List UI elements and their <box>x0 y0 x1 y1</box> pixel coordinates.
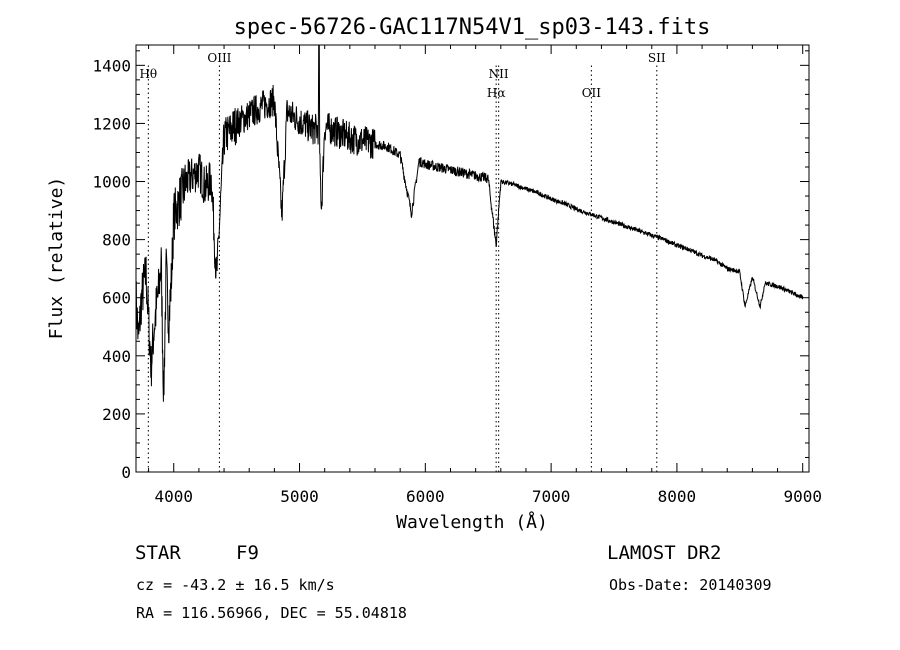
x-tick-label: 6000 <box>406 487 445 506</box>
axis-ticks: 4000 5000 6000 7000 8000 9000 0 200 400 600 800 100… <box>92 45 822 506</box>
coordinates: RA = 116.56966, DEC = 55.04818 <box>136 604 407 622</box>
redshift-info: cz = -43.2 ± 16.5 km/s <box>136 576 335 594</box>
x-tick-label: 5000 <box>280 487 319 506</box>
y-axis-label: Flux (relative) <box>46 177 67 340</box>
x-tick-label: 8000 <box>658 487 697 506</box>
observation-date: Obs-Date: 20140309 <box>609 576 772 594</box>
spectrum-line <box>135 44 804 402</box>
spectral-line-label: Hθ <box>139 67 157 81</box>
y-tick-label: 1400 <box>92 56 131 75</box>
y-tick-label: 600 <box>102 289 131 308</box>
spectral-line-label: NII <box>489 67 509 81</box>
y-tick-label: 800 <box>102 231 131 250</box>
object-class: STAR <box>135 542 181 564</box>
x-axis-label: Wavelength (Å) <box>396 511 548 533</box>
spectral-subclass: F9 <box>236 542 259 564</box>
x-tick-label: 9000 <box>783 487 822 506</box>
spectral-line-label: Hα <box>487 86 506 100</box>
spectral-line-label: OIII <box>207 51 231 65</box>
y-tick-label: 1200 <box>92 114 131 133</box>
y-tick-label: 200 <box>102 405 131 424</box>
y-tick-label: 1000 <box>92 173 131 192</box>
chart-title: spec-56726-GAC117N54V1_sp03-143.fits <box>234 15 711 40</box>
x-tick-label: 4000 <box>154 487 193 506</box>
y-tick-label: 0 <box>121 463 131 482</box>
spectral-line-label: OII <box>582 86 602 100</box>
survey-name: LAMOST DR2 <box>607 542 722 564</box>
spectral-line-label: SII <box>648 51 666 65</box>
plot-frame <box>135 44 810 473</box>
y-tick-label: 400 <box>102 347 131 366</box>
x-tick-label: 7000 <box>532 487 571 506</box>
spectral-line-markers: Hθ OIII NII Hα OII SII <box>139 51 666 472</box>
